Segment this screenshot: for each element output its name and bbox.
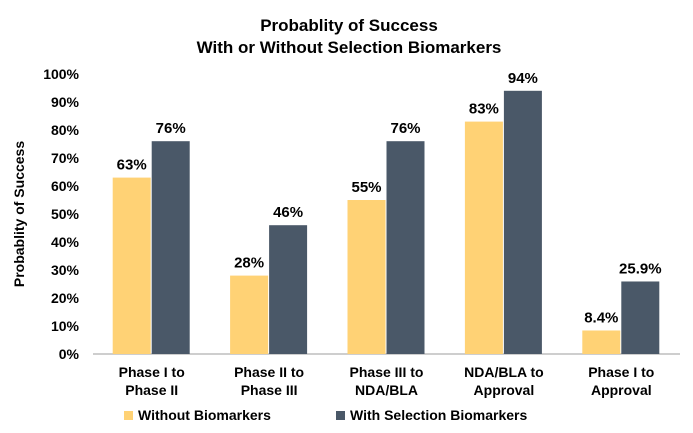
legend: Without Biomarkers With Selection Biomark… <box>124 407 527 423</box>
y-tick-label: 20% <box>51 290 80 306</box>
bar-without-biomarkers <box>464 121 503 354</box>
y-tick-label: 100% <box>43 66 79 82</box>
category-label: Approval <box>474 382 535 398</box>
bar-without-biomarkers <box>582 330 621 354</box>
data-label: 76% <box>390 120 420 137</box>
chart-title-line: Probablity of Success <box>260 16 438 35</box>
category-label: Phase II <box>125 382 178 398</box>
chart-title: Probablity of Success With or Without Sel… <box>197 16 502 57</box>
bar-with-biomarkers <box>621 281 660 354</box>
data-label: 46% <box>273 204 303 221</box>
y-tick-label: 10% <box>51 318 80 334</box>
bars <box>112 90 660 355</box>
data-label: 25.9% <box>619 260 662 277</box>
y-tick-label: 70% <box>51 150 80 166</box>
y-tick-label: 40% <box>51 234 80 250</box>
data-label: 83% <box>469 101 499 118</box>
category-label: NDA/BLA <box>355 382 418 398</box>
bar-without-biomarkers <box>112 177 151 354</box>
y-tick-label: 90% <box>51 94 80 110</box>
y-tick-label: 80% <box>51 122 80 138</box>
legend-label: Without Biomarkers <box>138 407 271 423</box>
category-label: Phase I to <box>119 364 185 380</box>
bar-with-biomarkers <box>503 90 542 355</box>
y-tick-label: 0% <box>59 346 80 362</box>
y-tick-label: 30% <box>51 262 80 278</box>
category-label: Phase II to <box>234 364 304 380</box>
category-label: Phase III to <box>350 364 424 380</box>
data-label: 55% <box>351 179 381 196</box>
legend-swatch <box>336 411 345 420</box>
bar-with-biomarkers <box>269 225 308 354</box>
legend-label: With Selection Biomarkers <box>350 407 527 423</box>
bar-with-biomarkers <box>151 141 190 354</box>
data-label: 76% <box>156 120 186 137</box>
data-label: 94% <box>508 70 538 87</box>
category-label: Approval <box>591 382 652 398</box>
category-label: NDA/BLA to <box>464 364 544 380</box>
category-label: Phase I to <box>588 364 654 380</box>
y-tick-label: 50% <box>51 206 80 222</box>
data-labels: 63% 28% 55% 83% 8.4% 76% 46% 76% 94% 25.9% <box>117 70 662 327</box>
chart-title-line: With or Without Selection Biomarkers <box>197 38 502 57</box>
bar-without-biomarkers <box>230 275 269 354</box>
data-label: 28% <box>234 255 264 272</box>
bar-without-biomarkers <box>347 200 386 354</box>
data-label: 8.4% <box>584 309 618 326</box>
y-axis-title: Probablity of Success <box>11 141 27 287</box>
category-labels: Phase I to Phase II Phase II to Phase III Ph… <box>119 364 655 398</box>
y-tick-label: 60% <box>51 178 80 194</box>
data-label: 63% <box>117 157 147 174</box>
y-axis-label: Probablity of Success <box>11 141 27 287</box>
category-label: Phase III <box>241 382 298 398</box>
y-axis-ticks: 0% 10% 20% 30% 40% 50% 60% 70% 80% 90% 100% <box>43 66 79 362</box>
bar-with-biomarkers <box>386 141 425 354</box>
legend-swatch <box>124 411 133 420</box>
